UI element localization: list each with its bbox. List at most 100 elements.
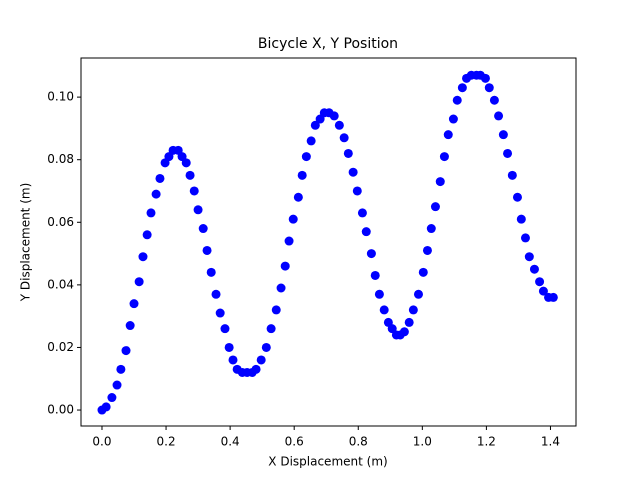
point	[266, 324, 276, 334]
point	[361, 227, 371, 237]
point	[107, 393, 117, 403]
point	[280, 261, 290, 271]
point	[516, 214, 526, 224]
point	[448, 114, 458, 124]
x-tick-label: 1.4	[541, 435, 560, 449]
y-tick-label: 0.00	[47, 403, 74, 417]
y-tick-label: 0.10	[47, 90, 74, 104]
point	[422, 245, 432, 255]
point	[489, 95, 499, 105]
point	[334, 120, 344, 130]
point	[430, 202, 440, 212]
point	[101, 402, 111, 412]
point	[202, 245, 212, 255]
point	[443, 130, 453, 140]
point	[503, 148, 513, 158]
point	[370, 270, 380, 280]
point	[134, 277, 144, 287]
x-tick-label: 0.8	[349, 435, 368, 449]
point	[413, 289, 423, 299]
x-tick-label: 0.0	[92, 435, 111, 449]
point	[301, 152, 311, 162]
point	[343, 148, 353, 158]
point	[142, 230, 152, 240]
point	[426, 224, 436, 234]
plot-frame	[80, 57, 577, 427]
point	[129, 299, 139, 309]
point	[251, 364, 261, 374]
x-tick-label: 0.6	[285, 435, 304, 449]
x-tick-label: 1.2	[477, 435, 496, 449]
point	[220, 324, 230, 334]
point	[538, 286, 548, 296]
x-tick-label: 0.4	[221, 435, 240, 449]
point	[348, 167, 358, 177]
point	[121, 346, 131, 356]
point	[484, 83, 494, 93]
point	[535, 277, 545, 287]
point	[379, 305, 389, 315]
point	[366, 249, 376, 259]
point	[507, 170, 517, 180]
point	[206, 267, 216, 277]
point	[329, 111, 339, 121]
point	[457, 83, 467, 93]
point	[138, 252, 148, 262]
point	[374, 289, 384, 299]
point	[181, 158, 191, 168]
point	[524, 252, 534, 262]
point	[193, 205, 203, 215]
point	[215, 308, 225, 318]
point	[352, 186, 362, 196]
point	[339, 133, 349, 143]
point	[452, 95, 462, 105]
y-tick-label: 0.06	[47, 215, 74, 229]
point	[408, 305, 418, 315]
x-tick-label: 0.2	[157, 435, 176, 449]
y-tick-label: 0.08	[47, 152, 74, 166]
point	[520, 233, 530, 243]
point	[125, 321, 135, 331]
point	[498, 130, 508, 140]
point	[271, 305, 281, 315]
y-axis-label: Y Displacement (m)	[19, 183, 33, 303]
point	[529, 264, 539, 274]
point	[256, 355, 266, 365]
point	[512, 192, 522, 202]
point	[480, 73, 490, 83]
point	[306, 136, 316, 146]
point	[151, 189, 161, 199]
point	[146, 208, 156, 218]
point	[293, 192, 303, 202]
point	[276, 283, 286, 293]
y-tick-label: 0.02	[47, 340, 74, 354]
x-tick-label: 1.0	[413, 435, 432, 449]
point	[155, 173, 165, 183]
point	[404, 317, 414, 327]
point	[399, 327, 409, 337]
point	[228, 355, 238, 365]
point	[284, 236, 294, 246]
point	[189, 186, 199, 196]
point	[297, 170, 307, 180]
point	[548, 292, 558, 302]
point	[418, 267, 428, 277]
point	[112, 380, 122, 390]
point	[198, 224, 208, 234]
y-tick-label: 0.04	[47, 277, 74, 291]
point	[435, 177, 445, 187]
point	[211, 289, 221, 299]
point	[224, 342, 234, 352]
point	[261, 342, 271, 352]
point	[310, 120, 320, 130]
point	[288, 214, 298, 224]
chart-title: Bicycle X, Y Position	[258, 36, 398, 52]
x-axis-label: X Displacement (m)	[268, 455, 387, 469]
point	[185, 170, 195, 180]
point	[116, 364, 126, 374]
point	[357, 208, 367, 218]
point	[494, 111, 504, 121]
